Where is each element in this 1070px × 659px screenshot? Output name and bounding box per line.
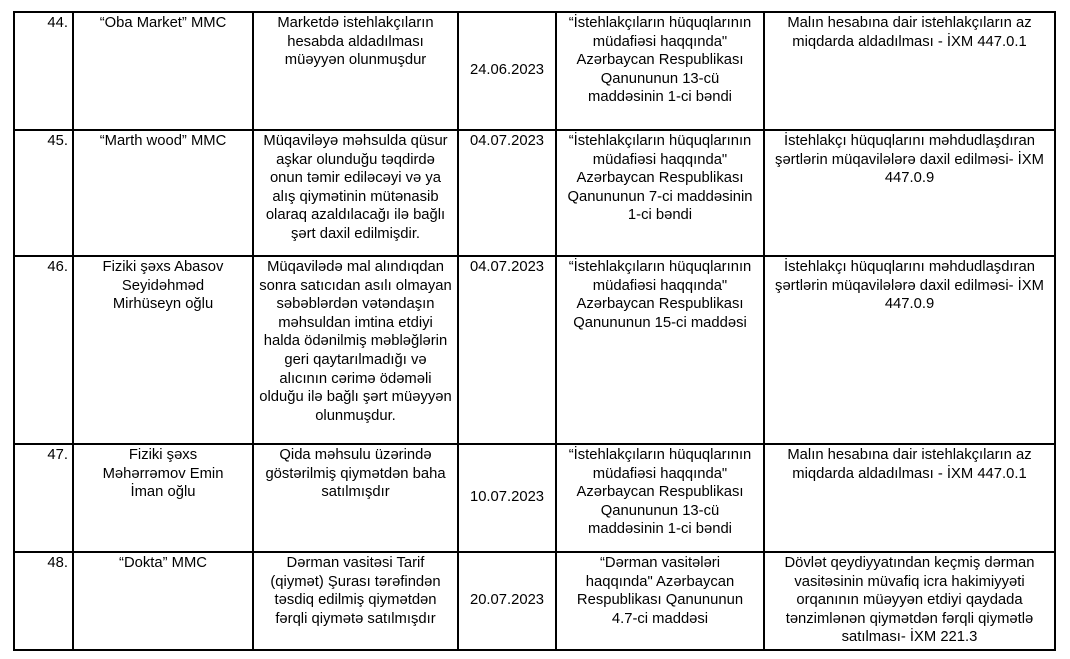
cell-violation-description: Müqaviləyə məhsulda qüsur aşkar olunduğu… [252,129,459,257]
cell-violation-classification: İstehlakçı hüquqlarını məhdudlaşdıran şə… [763,255,1056,445]
cell-entity-name: Fiziki şəxs Məhərrəmov Emin İman oğlu [72,443,254,553]
table-row: 44. “Oba Market” MMC Marketdə istehlakçı… [13,11,1056,131]
cell-violation-description: Müqavilədə mal alındıqdan sonra satıcıda… [252,255,459,445]
table-row: 48. “Dokta” MMC Dərman vasitəsi Tarif (q… [13,551,1056,651]
table-row: 47. Fiziki şəxs Məhərrəmov Emin İman oğl… [13,443,1056,553]
cell-date: 04.07.2023 [457,129,557,257]
cell-entity-name: “Oba Market” MMC [72,11,254,131]
violations-table: 44. “Oba Market” MMC Marketdə istehlakçı… [13,11,1056,651]
table-row: 45. “Marth wood” MMC Müqaviləyə məhsulda… [13,129,1056,257]
cell-date: 04.07.2023 [457,255,557,445]
cell-date: 24.06.2023 [457,11,557,131]
cell-date: 10.07.2023 [457,443,557,553]
cell-law-reference: “Dərman vasitələri haqqında" Azərbaycan … [555,551,765,651]
cell-row-number: 48. [13,551,74,651]
cell-law-reference: “İstehlakçıların hüquqlarının müdafiəsi … [555,255,765,445]
cell-law-reference: “İstehlakçıların hüquqlarının müdafiəsi … [555,11,765,131]
cell-entity-name: “Dokta” MMC [72,551,254,651]
cell-violation-description: Qida məhsulu üzərində göstərilmiş qiymət… [252,443,459,553]
cell-violation-description: Dərman vasitəsi Tarif (qiymət) Şurası tə… [252,551,459,651]
cell-date: 20.07.2023 [457,551,557,651]
cell-law-reference: “İstehlakçıların hüquqlarının müdafiəsi … [555,443,765,553]
cell-entity-name: “Marth wood” MMC [72,129,254,257]
cell-row-number: 47. [13,443,74,553]
cell-law-reference: “İstehlakçıların hüquqlarının müdafiəsi … [555,129,765,257]
cell-violation-description: Marketdə istehlakçıların hesabda aldadıl… [252,11,459,131]
cell-violation-classification: Dövlət qeydiyyatından keçmiş dərman vasi… [763,551,1056,651]
table-row: 46. Fiziki şəxs Abasov Seyidəhməd Mirhüs… [13,255,1056,445]
cell-entity-name: Fiziki şəxs Abasov Seyidəhməd Mirhüseyn … [72,255,254,445]
cell-row-number: 45. [13,129,74,257]
cell-row-number: 46. [13,255,74,445]
cell-violation-classification: Malın hesabına dair istehlakçıların az m… [763,11,1056,131]
cell-row-number: 44. [13,11,74,131]
cell-violation-classification: Malın hesabına dair istehlakçıların az m… [763,443,1056,553]
cell-violation-classification: İstehlakçı hüquqlarını məhdudlaşdıran şə… [763,129,1056,257]
